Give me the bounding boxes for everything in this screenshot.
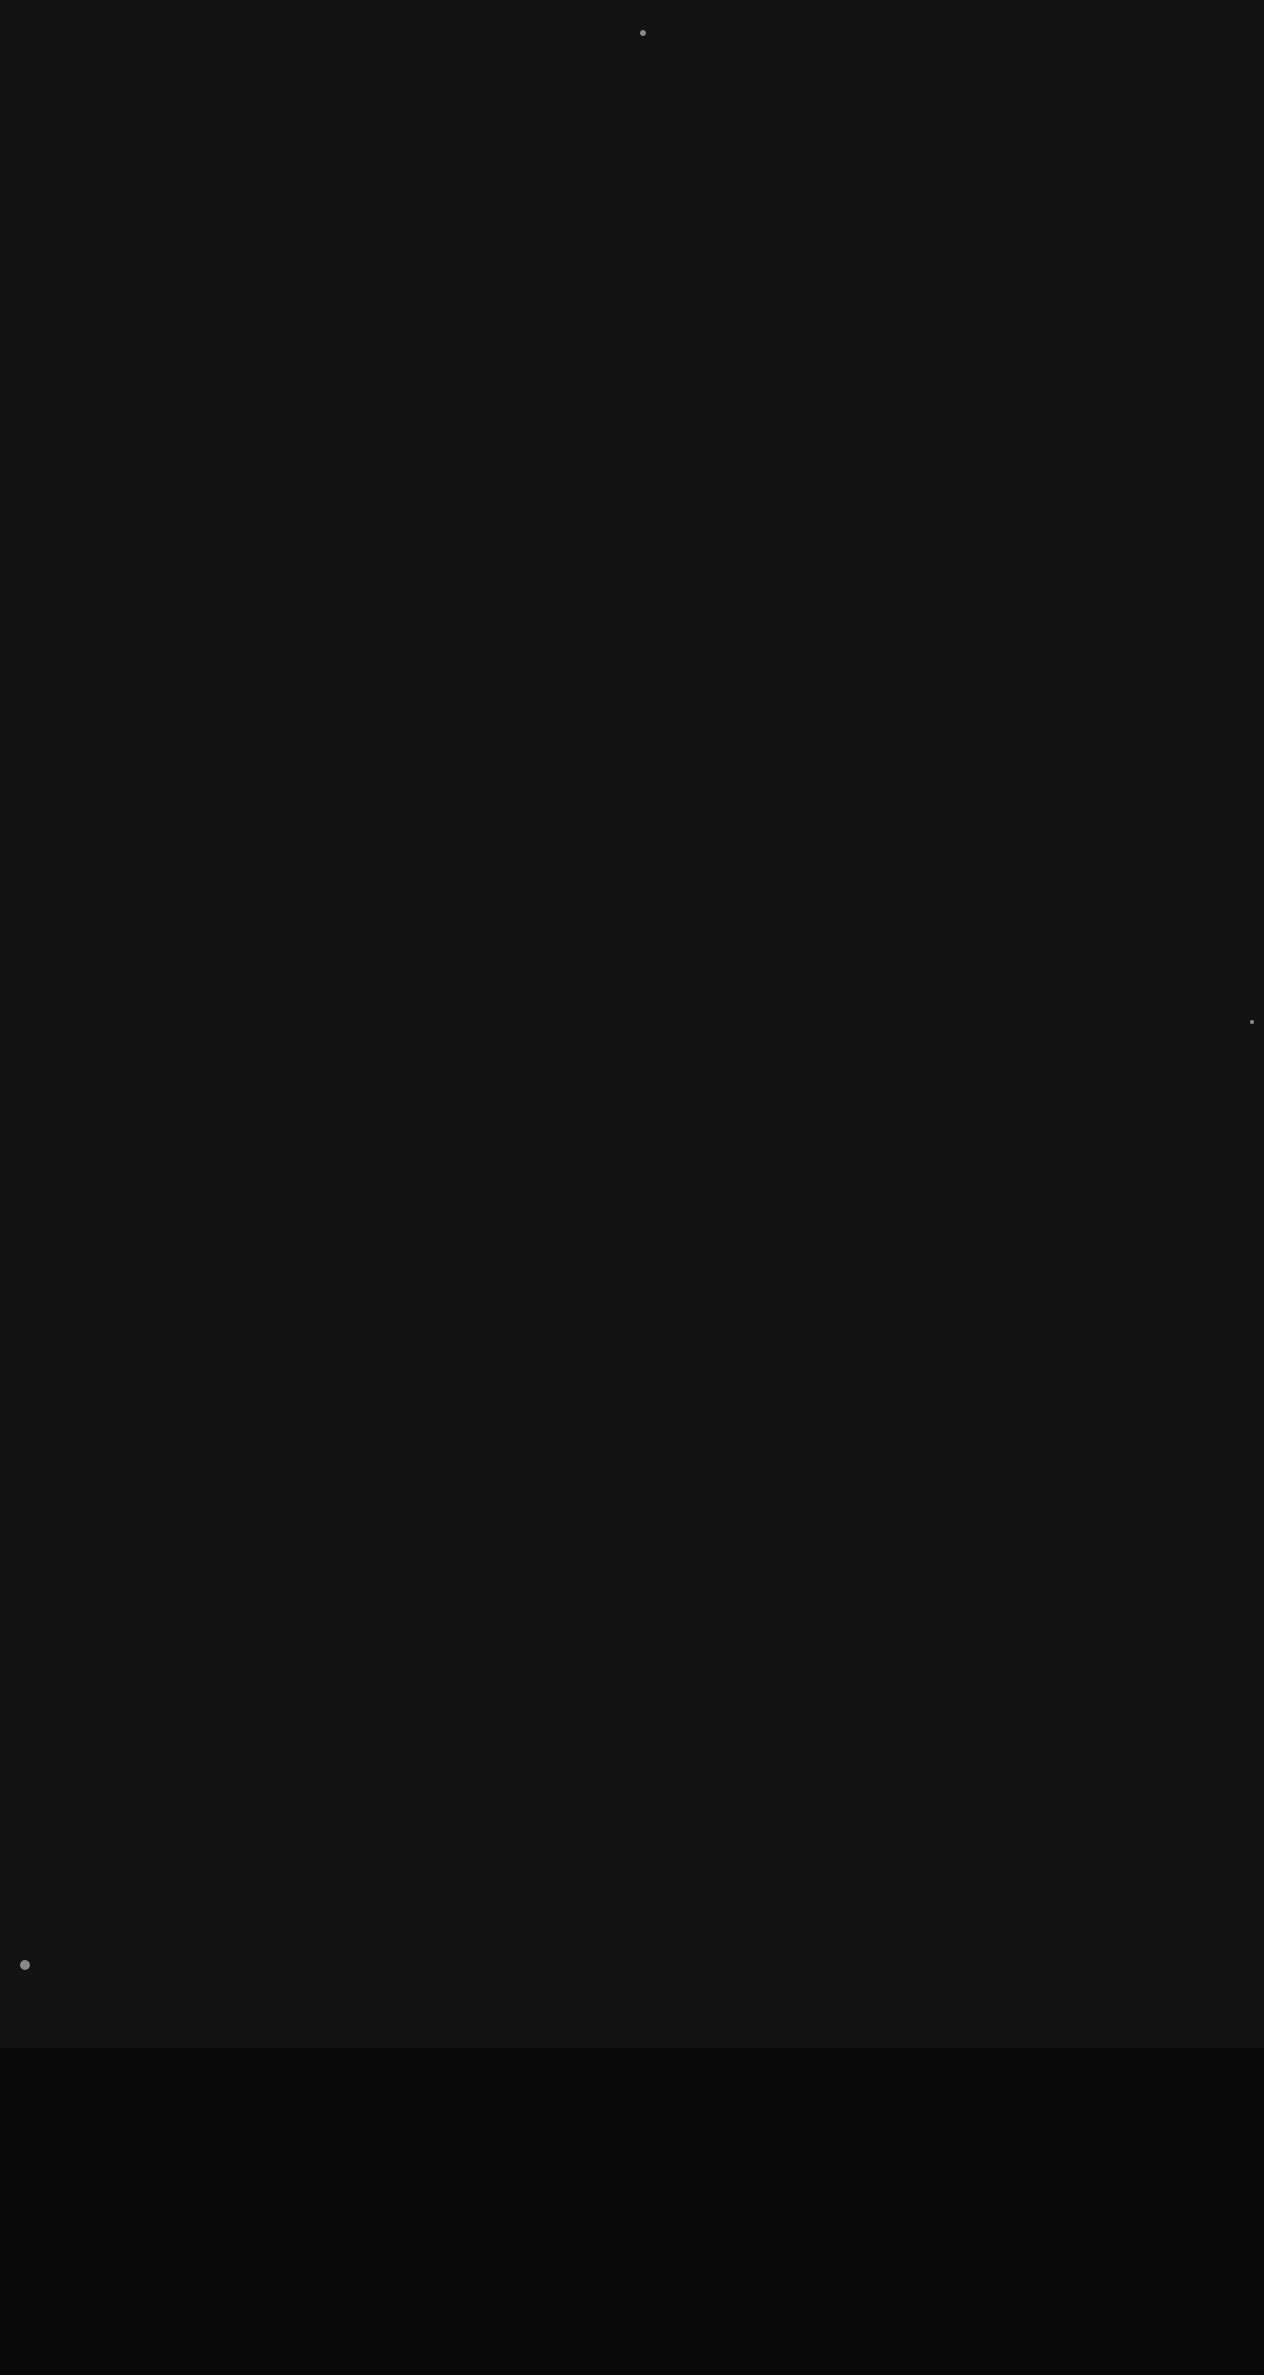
speck (20, 1960, 30, 1970)
speck (640, 30, 646, 36)
speck (1250, 1020, 1254, 1024)
scan-background (0, 0, 1264, 2048)
